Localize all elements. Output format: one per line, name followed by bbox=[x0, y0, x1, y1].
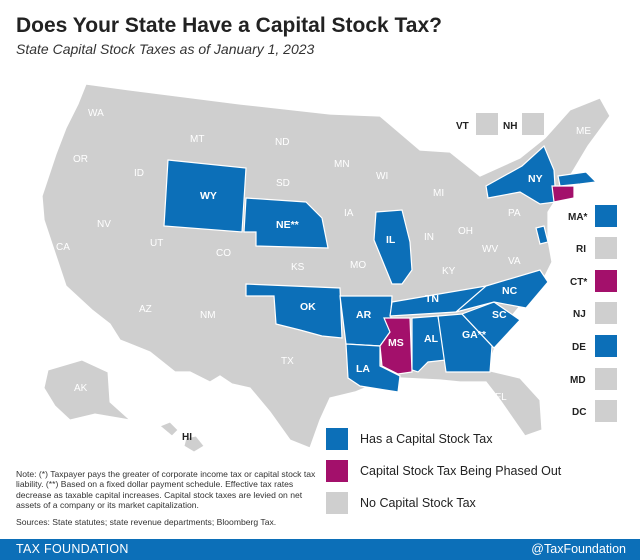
label-ne: NE** bbox=[276, 219, 300, 231]
label-mo: MO bbox=[350, 260, 366, 271]
label-nh: NH bbox=[503, 121, 517, 132]
label-ga: GA** bbox=[462, 329, 487, 341]
label-ia: IA bbox=[344, 208, 354, 219]
state-nc-shape bbox=[455, 269, 549, 313]
swatch-nh bbox=[522, 113, 544, 135]
legend-label-has-tax: Has a Capital Stock Tax bbox=[360, 432, 493, 446]
label-ky: KY bbox=[442, 266, 456, 277]
label-ct: CT* bbox=[570, 277, 587, 288]
page-title: Does Your State Have a Capital Stock Tax… bbox=[16, 14, 442, 37]
label-dc: DC bbox=[572, 407, 586, 418]
label-or: OR bbox=[73, 154, 88, 165]
label-wy: WY bbox=[200, 190, 217, 202]
label-co: CO bbox=[216, 248, 231, 259]
label-va: VA bbox=[508, 256, 521, 267]
swatch-dc bbox=[595, 400, 617, 422]
page-subtitle: State Capital Stock Taxes as of January … bbox=[16, 41, 315, 57]
state-ms-shape bbox=[379, 317, 413, 375]
label-md: MD bbox=[570, 375, 586, 386]
label-ca: CA bbox=[56, 242, 70, 253]
label-ar: AR bbox=[356, 309, 372, 321]
swatch-de bbox=[595, 335, 617, 357]
footer-bar: TAX FOUNDATION @TaxFoundation bbox=[0, 539, 640, 560]
label-vt: VT bbox=[456, 121, 469, 132]
swatch-ct bbox=[595, 270, 617, 292]
label-id: ID bbox=[134, 168, 144, 179]
label-ma: MA* bbox=[568, 212, 588, 223]
swatch-md bbox=[595, 368, 617, 390]
state-wy-shape bbox=[163, 159, 247, 233]
state-ma-shape bbox=[557, 171, 598, 187]
swatch-ma bbox=[595, 205, 617, 227]
label-mn: MN bbox=[334, 159, 350, 170]
swatch-ri bbox=[595, 237, 617, 259]
state-de-shape bbox=[535, 225, 549, 245]
label-ri: RI bbox=[576, 244, 586, 255]
label-nd: ND bbox=[275, 137, 289, 148]
label-az: AZ bbox=[139, 304, 152, 315]
alaska-shape bbox=[43, 359, 132, 421]
label-fl: FL bbox=[495, 392, 507, 403]
state-il-shape bbox=[373, 209, 413, 285]
swatch-vt bbox=[476, 113, 498, 135]
legend-swatch-has-tax bbox=[326, 428, 348, 450]
footer-brand: TAX FOUNDATION bbox=[16, 542, 129, 556]
legend-label-phased-out: Capital Stock Tax Being Phased Out bbox=[360, 464, 562, 478]
label-mi: MI bbox=[433, 188, 444, 199]
legend-label-none: No Capital Stock Tax bbox=[360, 496, 476, 510]
label-ny: NY bbox=[528, 173, 543, 185]
label-wa: WA bbox=[88, 108, 104, 119]
label-tn: TN bbox=[425, 293, 439, 305]
state-ne-shape bbox=[243, 197, 329, 249]
label-pa: PA bbox=[508, 208, 521, 219]
label-nv: NV bbox=[97, 219, 111, 230]
footnote: Note: (*) Taxpayer pays the greater of c… bbox=[16, 469, 316, 511]
hawaii-shape bbox=[159, 421, 205, 453]
label-la: LA bbox=[356, 363, 370, 375]
label-de: DE bbox=[572, 342, 586, 353]
state-ct-shape bbox=[551, 185, 575, 203]
swatch-nj bbox=[595, 302, 617, 324]
label-nc: NC bbox=[502, 285, 518, 297]
us-landmass bbox=[41, 83, 611, 449]
label-il: IL bbox=[386, 234, 396, 246]
state-sc-shape bbox=[460, 301, 521, 349]
northeast-inset: MA* RI CT* NJ DE MD DC bbox=[568, 205, 617, 422]
label-hi: HI bbox=[182, 432, 192, 443]
state-labels: WA OR CA ID NV MT WY UT AZ CO NM ND SD N… bbox=[56, 108, 591, 443]
label-al: AL bbox=[424, 333, 439, 345]
state-ga-shape bbox=[437, 313, 493, 373]
label-ok: OK bbox=[300, 301, 316, 313]
label-nm: NM bbox=[200, 310, 216, 321]
label-ut: UT bbox=[150, 238, 163, 249]
legend-swatch-none bbox=[326, 492, 348, 514]
sources: Sources: State statutes; state revenue d… bbox=[16, 517, 277, 527]
label-mt: MT bbox=[190, 134, 204, 145]
label-tx: TX bbox=[281, 356, 294, 367]
label-me: ME bbox=[576, 126, 591, 137]
label-ms: MS bbox=[388, 337, 404, 349]
label-wv: WV bbox=[482, 244, 498, 255]
label-in: IN bbox=[424, 232, 434, 243]
label-nj: NJ bbox=[573, 309, 586, 320]
state-ar-shape bbox=[339, 295, 393, 347]
label-sd: SD bbox=[276, 178, 290, 189]
legend-swatch-phased-out bbox=[326, 460, 348, 482]
label-ak: AK bbox=[74, 383, 88, 394]
us-map: WA OR CA ID NV MT WY UT AZ CO NM ND SD N… bbox=[41, 83, 617, 453]
label-oh: OH bbox=[458, 226, 473, 237]
footer-handle[interactable]: @TaxFoundation bbox=[531, 542, 626, 556]
label-sc: SC bbox=[492, 309, 507, 321]
label-wi: WI bbox=[376, 171, 388, 182]
label-ks: KS bbox=[291, 262, 305, 273]
